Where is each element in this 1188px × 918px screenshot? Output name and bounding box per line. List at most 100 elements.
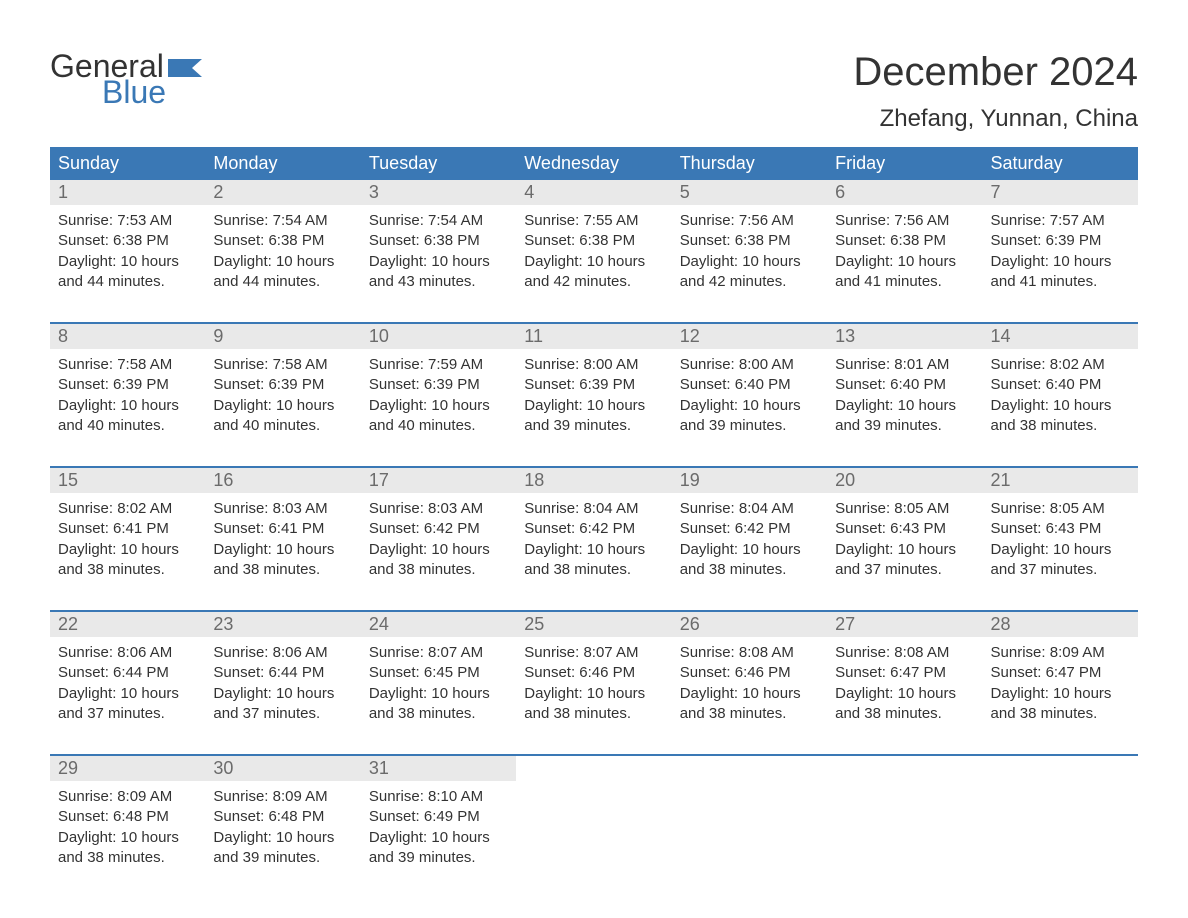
calendar-day-cell: 2Sunrise: 7:54 AMSunset: 6:38 PMDaylight… [205, 180, 360, 323]
day-number: 5 [672, 180, 827, 205]
day-details: Sunrise: 8:02 AMSunset: 6:40 PMDaylight:… [983, 349, 1138, 466]
sunset-line: Sunset: 6:47 PM [835, 663, 974, 683]
calendar-day-cell: 9Sunrise: 7:58 AMSunset: 6:39 PMDaylight… [205, 323, 360, 467]
sunrise-line: Sunrise: 7:53 AM [58, 211, 197, 231]
day-details: Sunrise: 7:58 AMSunset: 6:39 PMDaylight:… [205, 349, 360, 466]
sunset-line: Sunset: 6:48 PM [213, 807, 352, 827]
daylight-line: Daylight: 10 hours and 39 minutes. [369, 828, 508, 869]
sunrise-line: Sunrise: 8:08 AM [835, 643, 974, 663]
sunset-line: Sunset: 6:46 PM [680, 663, 819, 683]
day-details: Sunrise: 8:08 AMSunset: 6:46 PMDaylight:… [672, 637, 827, 754]
sunset-line: Sunset: 6:42 PM [369, 519, 508, 539]
calendar-day-cell: 24Sunrise: 8:07 AMSunset: 6:45 PMDayligh… [361, 611, 516, 755]
calendar-day-cell [516, 755, 671, 898]
day-details-empty [827, 781, 982, 817]
calendar-day-cell [983, 755, 1138, 898]
sunset-line: Sunset: 6:49 PM [369, 807, 508, 827]
day-details: Sunrise: 8:08 AMSunset: 6:47 PMDaylight:… [827, 637, 982, 754]
calendar-day-cell: 29Sunrise: 8:09 AMSunset: 6:48 PMDayligh… [50, 755, 205, 898]
sunrise-line: Sunrise: 7:56 AM [680, 211, 819, 231]
logo-word-blue: Blue [102, 76, 202, 108]
sunset-line: Sunset: 6:43 PM [835, 519, 974, 539]
day-number: 30 [205, 756, 360, 781]
daylight-line: Daylight: 10 hours and 38 minutes. [213, 540, 352, 581]
sunset-line: Sunset: 6:39 PM [369, 375, 508, 395]
day-number-empty [672, 756, 827, 781]
calendar-day-cell [672, 755, 827, 898]
daylight-line: Daylight: 10 hours and 38 minutes. [835, 684, 974, 725]
sunset-line: Sunset: 6:39 PM [524, 375, 663, 395]
daylight-line: Daylight: 10 hours and 38 minutes. [369, 684, 508, 725]
calendar-week-row: 15Sunrise: 8:02 AMSunset: 6:41 PMDayligh… [50, 467, 1138, 611]
daylight-line: Daylight: 10 hours and 41 minutes. [835, 252, 974, 293]
day-details: Sunrise: 7:53 AMSunset: 6:38 PMDaylight:… [50, 205, 205, 322]
sunrise-line: Sunrise: 8:04 AM [680, 499, 819, 519]
day-number: 14 [983, 324, 1138, 349]
day-details-empty [672, 781, 827, 817]
day-details: Sunrise: 8:09 AMSunset: 6:47 PMDaylight:… [983, 637, 1138, 754]
calendar-day-cell: 28Sunrise: 8:09 AMSunset: 6:47 PMDayligh… [983, 611, 1138, 755]
sunrise-line: Sunrise: 8:01 AM [835, 355, 974, 375]
sunset-line: Sunset: 6:41 PM [213, 519, 352, 539]
page-header: General Blue December 2024 Zhefang, Yunn… [50, 50, 1138, 133]
calendar-body: 1Sunrise: 7:53 AMSunset: 6:38 PMDaylight… [50, 180, 1138, 898]
calendar-day-cell: 19Sunrise: 8:04 AMSunset: 6:42 PMDayligh… [672, 467, 827, 611]
sunset-line: Sunset: 6:42 PM [524, 519, 663, 539]
calendar-day-cell: 31Sunrise: 8:10 AMSunset: 6:49 PMDayligh… [361, 755, 516, 898]
daylight-line: Daylight: 10 hours and 37 minutes. [213, 684, 352, 725]
day-number: 23 [205, 612, 360, 637]
daylight-line: Daylight: 10 hours and 37 minutes. [835, 540, 974, 581]
calendar-day-cell: 11Sunrise: 8:00 AMSunset: 6:39 PMDayligh… [516, 323, 671, 467]
calendar-day-cell: 1Sunrise: 7:53 AMSunset: 6:38 PMDaylight… [50, 180, 205, 323]
sunset-line: Sunset: 6:42 PM [680, 519, 819, 539]
daylight-line: Daylight: 10 hours and 41 minutes. [991, 252, 1130, 293]
daylight-line: Daylight: 10 hours and 39 minutes. [680, 396, 819, 437]
day-details: Sunrise: 8:03 AMSunset: 6:42 PMDaylight:… [361, 493, 516, 610]
sunrise-line: Sunrise: 8:09 AM [991, 643, 1130, 663]
calendar-day-cell: 7Sunrise: 7:57 AMSunset: 6:39 PMDaylight… [983, 180, 1138, 323]
sunset-line: Sunset: 6:46 PM [524, 663, 663, 683]
day-details: Sunrise: 8:05 AMSunset: 6:43 PMDaylight:… [827, 493, 982, 610]
day-details: Sunrise: 8:04 AMSunset: 6:42 PMDaylight:… [672, 493, 827, 610]
sunset-line: Sunset: 6:38 PM [524, 231, 663, 251]
day-details: Sunrise: 8:06 AMSunset: 6:44 PMDaylight:… [205, 637, 360, 754]
daylight-line: Daylight: 10 hours and 38 minutes. [680, 540, 819, 581]
day-number: 19 [672, 468, 827, 493]
calendar-header-row: SundayMondayTuesdayWednesdayThursdayFrid… [50, 147, 1138, 180]
sunrise-line: Sunrise: 8:06 AM [58, 643, 197, 663]
day-number: 25 [516, 612, 671, 637]
logo: General Blue [50, 50, 202, 108]
day-number: 31 [361, 756, 516, 781]
day-number: 28 [983, 612, 1138, 637]
calendar-day-cell: 26Sunrise: 8:08 AMSunset: 6:46 PMDayligh… [672, 611, 827, 755]
calendar-day-cell: 18Sunrise: 8:04 AMSunset: 6:42 PMDayligh… [516, 467, 671, 611]
daylight-line: Daylight: 10 hours and 40 minutes. [369, 396, 508, 437]
daylight-line: Daylight: 10 hours and 39 minutes. [524, 396, 663, 437]
sunrise-line: Sunrise: 8:07 AM [369, 643, 508, 663]
weekday-header: Friday [827, 147, 982, 180]
calendar-day-cell: 22Sunrise: 8:06 AMSunset: 6:44 PMDayligh… [50, 611, 205, 755]
day-details: Sunrise: 8:07 AMSunset: 6:45 PMDaylight:… [361, 637, 516, 754]
day-number: 10 [361, 324, 516, 349]
daylight-line: Daylight: 10 hours and 44 minutes. [213, 252, 352, 293]
sunrise-line: Sunrise: 8:03 AM [369, 499, 508, 519]
day-number: 1 [50, 180, 205, 205]
sunset-line: Sunset: 6:39 PM [213, 375, 352, 395]
day-number: 20 [827, 468, 982, 493]
day-number: 4 [516, 180, 671, 205]
day-details: Sunrise: 8:01 AMSunset: 6:40 PMDaylight:… [827, 349, 982, 466]
day-number: 16 [205, 468, 360, 493]
daylight-line: Daylight: 10 hours and 37 minutes. [58, 684, 197, 725]
day-details: Sunrise: 8:04 AMSunset: 6:42 PMDaylight:… [516, 493, 671, 610]
day-details: Sunrise: 7:55 AMSunset: 6:38 PMDaylight:… [516, 205, 671, 322]
day-number: 2 [205, 180, 360, 205]
day-number: 9 [205, 324, 360, 349]
day-details: Sunrise: 7:58 AMSunset: 6:39 PMDaylight:… [50, 349, 205, 466]
calendar-day-cell: 5Sunrise: 7:56 AMSunset: 6:38 PMDaylight… [672, 180, 827, 323]
calendar-day-cell: 6Sunrise: 7:56 AMSunset: 6:38 PMDaylight… [827, 180, 982, 323]
day-details-empty [983, 781, 1138, 817]
sunset-line: Sunset: 6:39 PM [991, 231, 1130, 251]
sunset-line: Sunset: 6:38 PM [835, 231, 974, 251]
sunrise-line: Sunrise: 7:54 AM [213, 211, 352, 231]
sunrise-line: Sunrise: 7:57 AM [991, 211, 1130, 231]
